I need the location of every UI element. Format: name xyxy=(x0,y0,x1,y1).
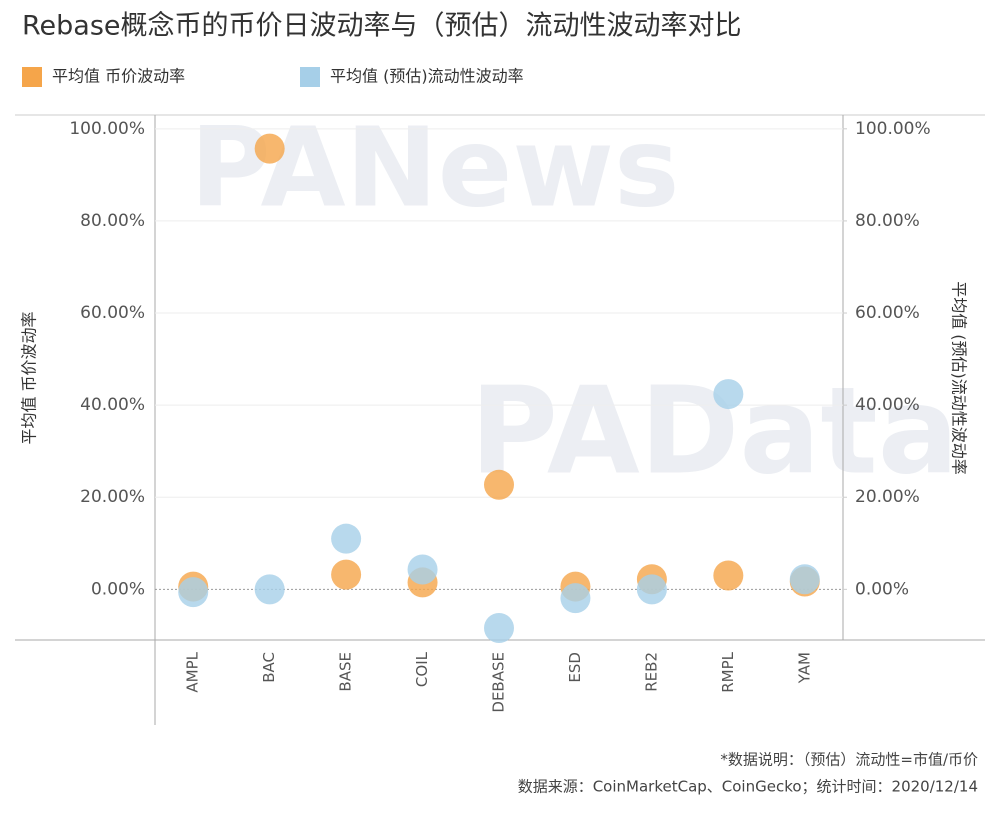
dot xyxy=(407,554,438,585)
x-tick-label: RMPL xyxy=(719,651,737,692)
dot xyxy=(484,469,514,500)
y-tick-label: 60.00% xyxy=(80,303,145,323)
x-tick-label: REB2 xyxy=(642,652,660,692)
y2-tick-label: 100.00% xyxy=(855,119,931,139)
y-tick-label: 20.00% xyxy=(80,487,145,507)
legend-label: 平均值 币价波动率 xyxy=(52,67,185,86)
dot xyxy=(636,574,667,605)
y2-tick-label: 60.00% xyxy=(855,303,920,323)
dot xyxy=(254,133,285,164)
y-tick-label: 100.00% xyxy=(69,119,145,139)
legend-swatch xyxy=(22,67,42,87)
y2-tick-label: 20.00% xyxy=(855,487,920,507)
x-tick-label: DEBASE xyxy=(490,652,508,713)
x-tick-label: YAM xyxy=(795,652,813,684)
dot xyxy=(713,560,744,591)
x-tick-label: COIL xyxy=(413,651,431,687)
legend-label: 平均值 (预估)流动性波动率 xyxy=(330,67,524,86)
y-tick-label: 40.00% xyxy=(80,395,145,415)
legend-swatch xyxy=(300,67,320,87)
x-tick-label: BASE xyxy=(337,652,355,692)
chart-title: Rebase概念币的币价日波动率与（预估）流动性波动率对比 xyxy=(22,11,742,42)
dot xyxy=(178,577,209,608)
dot xyxy=(789,564,820,595)
dot xyxy=(713,379,744,410)
dot xyxy=(331,559,362,590)
watermark: PANews xyxy=(190,103,679,231)
dot xyxy=(331,523,362,554)
y2-tick-label: 40.00% xyxy=(855,395,920,415)
x-tick-label: AMPL xyxy=(184,651,202,692)
dot xyxy=(254,574,285,605)
y-axis-label: 平均值 币价波动率 xyxy=(20,311,39,444)
dot xyxy=(560,583,591,614)
dot xyxy=(484,613,514,644)
watermark: PAData xyxy=(470,363,959,502)
y2-axis-label: 平均值 (预估)流动性波动率 xyxy=(950,281,969,475)
footnote: *数据说明：（预估）流动性=市值/币价 xyxy=(720,751,978,769)
footnote: 数据来源：CoinMarketCap、CoinGecko；统计时间：2020/1… xyxy=(518,778,978,796)
y2-tick-label: 80.00% xyxy=(855,211,920,231)
y-tick-label: 0.00% xyxy=(91,579,145,599)
y-tick-label: 80.00% xyxy=(80,211,145,231)
x-tick-label: ESD xyxy=(566,652,584,683)
y2-tick-label: 0.00% xyxy=(855,579,909,599)
x-tick-label: BAC xyxy=(260,652,278,683)
